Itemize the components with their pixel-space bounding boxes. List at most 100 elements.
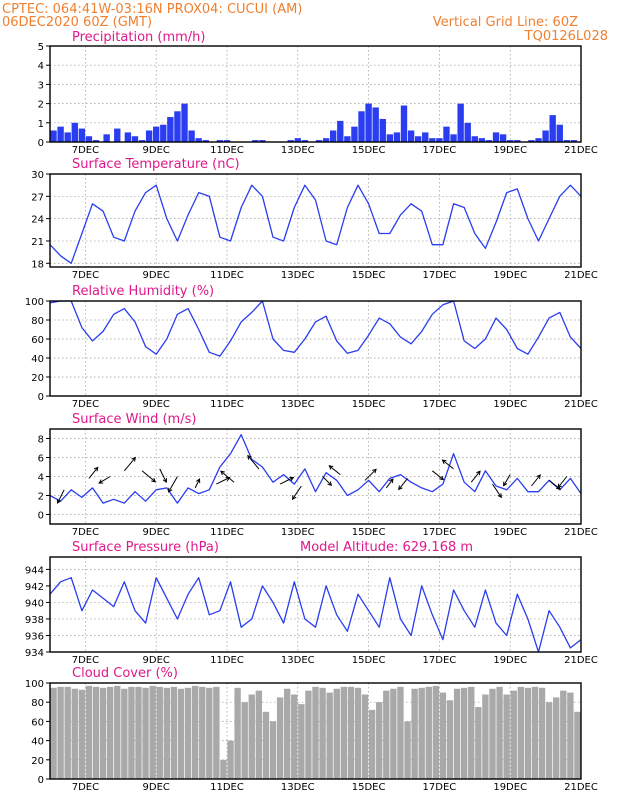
header-model-code: TQ0126L028 [524,29,608,44]
wind-vector [492,483,502,498]
precipitation-x-tick-label: 11DEC [210,145,244,156]
wind-vector [432,470,444,480]
pressure-x-tick-label: 9DEC [143,655,170,666]
wind-x-tick-label: 21DEC [564,527,598,538]
wind-vector-head [162,478,167,484]
precipitation-bar [414,136,422,142]
cloud-cover-bar [227,740,234,779]
cloud-cover-x-tick-label: 7DEC [72,782,99,793]
cloud-cover-x-tick-label: 11DEC [210,782,244,793]
temperature-frame [49,173,582,268]
cloud-cover-bar [326,692,333,779]
cloud-cover-y-tick-label: 60 [31,717,44,728]
cloud-cover-bar [78,689,86,779]
wind-vector-head [328,465,334,470]
humidity-x-tick-label: 19DEC [493,399,527,410]
precipitation-y-tick-label: 4 [38,61,44,72]
pressure-x-tick-label: 21DEC [564,655,598,666]
cloud-cover-bar [170,686,178,779]
cloud-cover-bar [503,694,510,779]
cloud-cover-bar [255,690,263,779]
cloud-cover-bar [453,688,461,779]
precipitation-bar [407,130,415,142]
precipitation-bar [549,115,556,142]
wind-panel: Surface Wind (m/s) 7DEC 9DEC 11DEC 13DEC 15D… [38,412,598,538]
precipitation-bar [131,136,139,142]
cloud-cover-bar [241,702,248,779]
wind-x-tick-label: 15DEC [352,527,386,538]
wind-vector-head [503,481,508,487]
cloud-cover-bar [269,721,277,779]
wind-x-tick-label: 19DEC [493,527,527,538]
header-location: CPTEC: 064:41W-03:16N PROX04: CUCUI (AM) [2,2,302,17]
cloud-cover-bar [361,694,369,779]
wind-y-tick-label: 8 [38,435,44,446]
model-altitude-annotation: Model Altitude: 629.168 m [300,540,473,555]
precipitation-bar [174,111,181,142]
precipitation-bar [535,138,542,142]
precipitation-bar [50,130,57,142]
precipitation-bar [344,136,351,142]
precipitation-bar [450,134,457,142]
temperature-y-tick-label: 27 [31,192,44,203]
wind-vector [220,470,235,483]
precipitation-x-tick-label: 9DEC [143,145,170,156]
cloud-cover-bar [220,759,227,779]
cloud-cover-bar [531,686,539,779]
precipitation-bar [400,105,408,142]
wind-vector-head [441,459,447,464]
pressure-y-tick-label: 936 [25,631,44,642]
wind-vector [57,489,65,504]
humidity-y-tick-label: 100 [25,297,44,308]
cloud-cover-frame [49,682,582,780]
wind-vector [470,470,481,483]
cloud-cover-bar [283,688,291,779]
precipitation-bar [379,118,386,142]
precipitation-bar [315,140,323,142]
cloud-cover-bar [305,690,312,779]
temperature-x-tick-label: 11DEC [210,270,244,281]
wind-x-tick-label: 11DEC [210,527,244,538]
cloud-cover-bar [85,685,93,779]
precipitation-bar [188,130,195,142]
precipitation-bar [57,126,64,142]
precipitation-bar [542,130,549,142]
humidity-frame [49,300,582,397]
pressure-y-tick-label: 942 [25,582,44,593]
pressure-title: Surface Pressure (hPa) [72,540,219,555]
cloud-cover-bar [149,685,156,779]
cloud-cover-bar [468,686,475,779]
cloud-cover-bar [114,685,121,779]
cloud-cover-bar [432,685,440,779]
cloud-cover-bar [177,688,185,779]
precipitation-x-tick-label: 19DEC [493,145,527,156]
wind-vector-head [291,495,297,501]
cloud-cover-bar [517,686,525,779]
cloud-cover-bar [340,686,348,779]
wind-vector-head [225,476,231,482]
cloud-cover-bar [553,697,560,779]
precipitation-bar [223,140,231,142]
cloud-cover-bar [383,690,390,779]
pressure-y-tick-label: 934 [25,648,44,659]
cloud-cover-bar [312,686,319,779]
precipitation-bar [138,140,146,142]
cloud-cover-bar [510,690,517,779]
cloud-cover-bar [489,688,496,779]
wind-vector [159,468,167,483]
precipitation-bar [78,128,86,142]
temperature-y-tick-label: 18 [31,259,44,270]
cloud-cover-bar [524,687,532,779]
precipitation-bar [216,140,224,142]
precipitation-x-tick-label: 21DEC [564,145,598,156]
wind-vector [98,476,111,484]
temperature-x-tick-label: 19DEC [493,270,527,281]
cloud-cover-bar [99,687,107,779]
precipitation-bar [429,138,436,142]
humidity-y-tick-label: 80 [31,316,44,327]
humidity-x-tick-label: 9DEC [143,399,170,410]
wind-vector [123,457,136,472]
precipitation-bar [358,111,365,142]
wind-vector-head [168,487,173,493]
cloud-cover-bar [397,686,404,779]
